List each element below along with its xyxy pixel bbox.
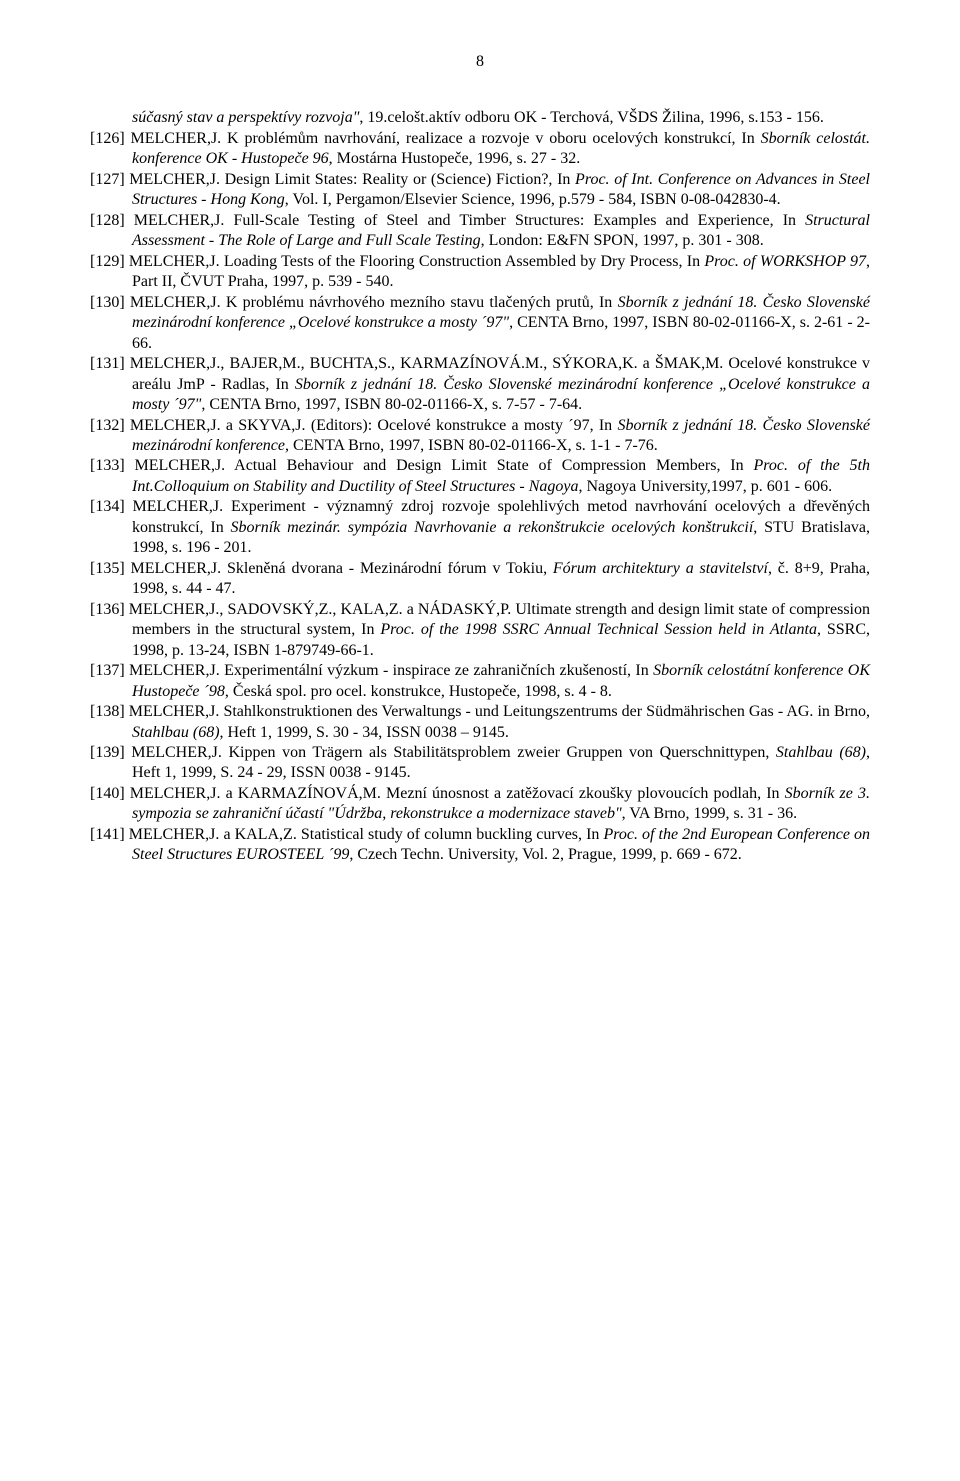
reference-entry: [131] MELCHER,J., BAJER,M., BUCHTA,S., K… bbox=[132, 354, 870, 415]
reference-text: MELCHER,J. K problémům navrhování, reali… bbox=[125, 130, 761, 147]
reference-text: MELCHER,J. Full-Scale Testing of Steel a… bbox=[125, 212, 805, 229]
reference-number: [131] bbox=[90, 355, 125, 372]
page-number: 8 bbox=[90, 52, 870, 72]
reference-number: [135] bbox=[90, 560, 125, 577]
reference-text: , Vol. I, Pergamon/Elsevier Science, 199… bbox=[285, 191, 781, 208]
reference-text: MELCHER,J. Kippen von Trägern als Stabil… bbox=[125, 744, 776, 761]
reference-text: MELCHER,J. Design Limit States: Reality … bbox=[125, 171, 575, 188]
reference-entry: [133] MELCHER,J. Actual Behaviour and De… bbox=[132, 456, 870, 497]
reference-entry: [137] MELCHER,J. Experimentální výzkum -… bbox=[132, 661, 870, 702]
reference-text: , Heft 1, 1999, S. 30 - 34, ISSN 0038 – … bbox=[220, 724, 509, 741]
reference-entry: [130] MELCHER,J. K problému návrhového m… bbox=[132, 293, 870, 354]
reference-number: [137] bbox=[90, 662, 125, 679]
reference-number: [134] bbox=[90, 498, 125, 515]
reference-number: [130] bbox=[90, 294, 125, 311]
reference-text: , Czech Techn. University, Vol. 2, Pragu… bbox=[349, 846, 741, 863]
reference-text: MELCHER,J. Skleněná dvorana - Mezinárodn… bbox=[125, 560, 553, 577]
reference-entry: [138] MELCHER,J. Stahlkonstruktionen des… bbox=[132, 702, 870, 743]
reference-text: MELCHER,J. Stahlkonstruktionen des Verwa… bbox=[125, 703, 870, 720]
reference-text: , VA Brno, 1999, s. 31 - 36. bbox=[622, 805, 797, 822]
reference-number: [133] bbox=[90, 457, 125, 474]
reference-entry: [129] MELCHER,J. Loading Tests of the Fl… bbox=[132, 252, 870, 293]
reference-list: [126] MELCHER,J. K problémům navrhování,… bbox=[90, 129, 870, 866]
reference-text: MELCHER,J. a KALA,Z. Statistical study o… bbox=[125, 826, 604, 843]
reference-text: MELCHER,J. Loading Tests of the Flooring… bbox=[125, 253, 705, 270]
reference-italic: Sborník mezinár. sympózia Navrhovanie a … bbox=[231, 519, 754, 536]
reference-number: [132] bbox=[90, 417, 125, 434]
reference-number: [126] bbox=[90, 130, 125, 147]
reference-entry: [126] MELCHER,J. K problémům navrhování,… bbox=[132, 129, 870, 170]
reference-number: [128] bbox=[90, 212, 125, 229]
reference-entry: [136] MELCHER,J., SADOVSKÝ,Z., KALA,Z. a… bbox=[132, 600, 870, 661]
continuation-line: súčasný stav a perspektívy rozvoja", 19.… bbox=[132, 108, 870, 128]
reference-italic: Fórum architektury a stavitelství bbox=[553, 560, 768, 577]
reference-text: , Mostárna Hustopeče, 1996, s. 27 - 32. bbox=[329, 150, 581, 167]
reference-number: [140] bbox=[90, 785, 125, 802]
reference-text: , CENTA Brno, 1997, ISBN 80-02-01166-X, … bbox=[201, 396, 582, 413]
reference-entry: [128] MELCHER,J. Full-Scale Testing of S… bbox=[132, 211, 870, 252]
reference-entry: [134] MELCHER,J. Experiment - významný z… bbox=[132, 497, 870, 558]
reference-entry: [139] MELCHER,J. Kippen von Trägern als … bbox=[132, 743, 870, 784]
reference-italic: Proc. of WORKSHOP 97 bbox=[704, 253, 866, 270]
continuation-rest: , 19.celošt.aktív odboru OK - Terchová, … bbox=[359, 109, 823, 126]
reference-number: [141] bbox=[90, 826, 125, 843]
reference-text: MELCHER,J. Experimentální výzkum - inspi… bbox=[125, 662, 653, 679]
reference-entry: [140] MELCHER,J. a KARMAZÍNOVÁ,M. Mezní … bbox=[132, 784, 870, 825]
reference-text: MELCHER,J. Actual Behaviour and Design L… bbox=[125, 457, 754, 474]
reference-text: MELCHER,J. a SKYVA,J. (Editors): Ocelové… bbox=[125, 417, 618, 434]
reference-entry: [135] MELCHER,J. Skleněná dvorana - Mezi… bbox=[132, 559, 870, 600]
reference-number: [127] bbox=[90, 171, 125, 188]
reference-italic: Stahlbau (68) bbox=[132, 724, 220, 741]
reference-text: MELCHER,J. K problému návrhového mezního… bbox=[125, 294, 618, 311]
continuation-italic: súčasný stav a perspektívy rozvoja" bbox=[132, 109, 359, 126]
reference-italic: Stahlbau (68) bbox=[776, 744, 866, 761]
reference-entry: [141] MELCHER,J. a KALA,Z. Statistical s… bbox=[132, 825, 870, 866]
reference-text: , Nagoya University,1997, p. 601 - 606. bbox=[578, 478, 832, 495]
reference-text: , CENTA Brno, 1997, ISBN 80-02-01166-X, … bbox=[285, 437, 658, 454]
reference-number: [139] bbox=[90, 744, 125, 761]
reference-italic: Proc. of the 1998 SSRC Annual Technical … bbox=[380, 621, 817, 638]
reference-number: [138] bbox=[90, 703, 125, 720]
reference-text: , London: E&FN SPON, 1997, p. 301 - 308. bbox=[481, 232, 764, 249]
reference-entry: [127] MELCHER,J. Design Limit States: Re… bbox=[132, 170, 870, 211]
reference-text: , Česká spol. pro ocel. konstrukce, Hust… bbox=[225, 683, 612, 700]
reference-text: MELCHER,J. a KARMAZÍNOVÁ,M. Mezní únosno… bbox=[125, 785, 785, 802]
reference-number: [136] bbox=[90, 601, 125, 618]
reference-entry: [132] MELCHER,J. a SKYVA,J. (Editors): O… bbox=[132, 416, 870, 457]
reference-number: [129] bbox=[90, 253, 125, 270]
